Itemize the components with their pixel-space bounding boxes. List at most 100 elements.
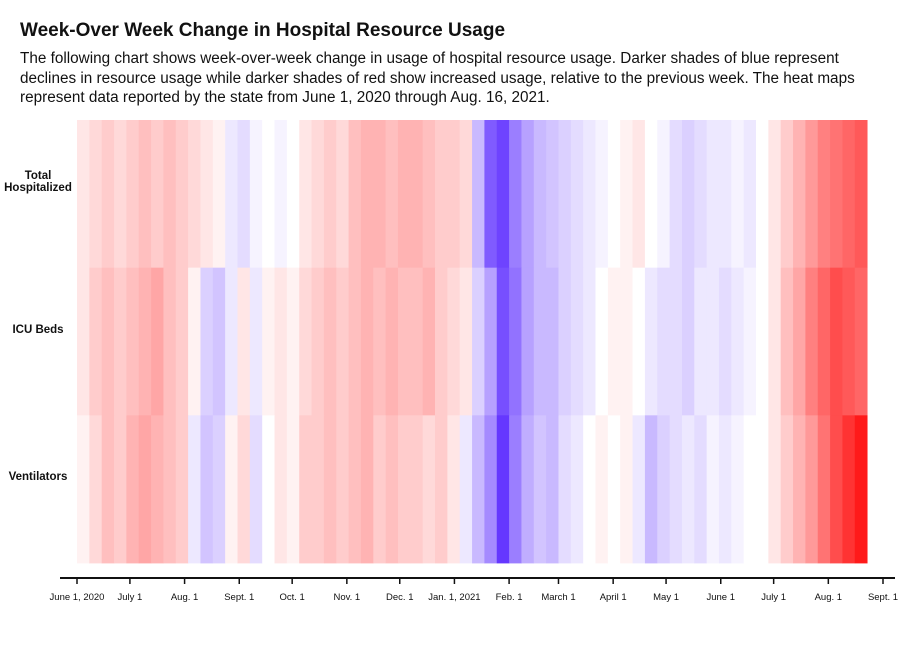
x-tick-label: March 1 bbox=[541, 592, 575, 603]
heat-cell bbox=[200, 415, 214, 564]
x-tick-label: July 1 bbox=[117, 592, 142, 603]
heat-cell bbox=[373, 120, 387, 269]
heat-cell bbox=[151, 415, 164, 564]
heat-cell bbox=[225, 120, 238, 269]
heat-cell bbox=[793, 267, 806, 416]
heat-cell bbox=[756, 120, 769, 269]
heat-cell bbox=[731, 120, 745, 269]
heat-cell bbox=[274, 120, 288, 269]
heat-cell bbox=[447, 267, 461, 416]
heat-cell bbox=[718, 120, 732, 269]
heat-cell bbox=[311, 415, 325, 564]
heat-cell bbox=[842, 120, 856, 269]
heat-cell bbox=[459, 267, 473, 416]
heat-cell bbox=[706, 415, 720, 564]
heat-cell bbox=[89, 120, 103, 269]
heat-cell bbox=[435, 120, 448, 269]
heat-cell bbox=[842, 267, 856, 416]
heat-cell bbox=[842, 415, 856, 564]
heat-cell bbox=[780, 120, 794, 269]
heat-cell bbox=[731, 267, 745, 416]
x-tick-label: Feb. 1 bbox=[496, 592, 523, 603]
heat-cell bbox=[249, 267, 263, 416]
heat-cell bbox=[225, 415, 238, 564]
heat-cell bbox=[681, 415, 695, 564]
heat-cell bbox=[311, 267, 325, 416]
heat-cell bbox=[595, 120, 609, 269]
heat-cell bbox=[472, 267, 485, 416]
heat-cell bbox=[558, 267, 572, 416]
heat-cell bbox=[323, 415, 337, 564]
heat-cell bbox=[681, 267, 695, 416]
heat-cell bbox=[397, 415, 411, 564]
heat-cell bbox=[694, 120, 708, 269]
heat-cell bbox=[175, 415, 189, 564]
heat-cell bbox=[101, 415, 115, 564]
heat-cell bbox=[138, 120, 152, 269]
heat-cell bbox=[756, 415, 769, 564]
heat-cell bbox=[163, 120, 177, 269]
heat-cell bbox=[435, 267, 448, 416]
heat-cell bbox=[546, 267, 559, 416]
heat-cell bbox=[620, 415, 633, 564]
heat-cell bbox=[274, 267, 288, 416]
heat-cell bbox=[718, 267, 732, 416]
heat-cell bbox=[583, 267, 596, 416]
heat-cell bbox=[607, 120, 621, 269]
heat-cell bbox=[77, 120, 90, 269]
heat-cell bbox=[620, 120, 633, 269]
heat-cell bbox=[484, 120, 498, 269]
row-label: ICU Beds bbox=[12, 323, 64, 336]
heat-cell bbox=[509, 267, 522, 416]
heat-cell bbox=[521, 415, 535, 564]
heat-cell bbox=[496, 267, 510, 416]
heat-cell bbox=[830, 267, 843, 416]
heat-cell bbox=[718, 415, 732, 564]
heat-cell bbox=[274, 415, 288, 564]
heat-cell bbox=[101, 120, 115, 269]
heat-cell bbox=[299, 415, 312, 564]
heat-cell bbox=[175, 267, 189, 416]
heat-cell bbox=[694, 267, 708, 416]
heat-cell bbox=[583, 120, 596, 269]
heat-cell bbox=[509, 120, 522, 269]
heat-cell bbox=[854, 267, 868, 416]
heat-cell bbox=[459, 415, 473, 564]
heat-cell bbox=[669, 267, 683, 416]
row-label: Total Hospitalized bbox=[4, 169, 72, 194]
heat-cell bbox=[657, 415, 670, 564]
heat-cell bbox=[188, 267, 201, 416]
heat-cell bbox=[793, 415, 806, 564]
heat-cell bbox=[669, 415, 683, 564]
heat-cell bbox=[422, 267, 436, 416]
heat-cell bbox=[620, 267, 633, 416]
heat-cell bbox=[336, 120, 350, 269]
heat-cell bbox=[496, 415, 510, 564]
heat-cell bbox=[410, 120, 424, 269]
heat-cell bbox=[336, 267, 350, 416]
heat-cell bbox=[644, 120, 658, 269]
heat-cell bbox=[237, 267, 251, 416]
heat-cell bbox=[138, 415, 152, 564]
heat-cell bbox=[385, 415, 399, 564]
heat-cell bbox=[114, 415, 127, 564]
heat-cell bbox=[422, 120, 436, 269]
heat-cell bbox=[138, 267, 152, 416]
heat-cell bbox=[706, 267, 720, 416]
x-tick-label: June 1, 2020 bbox=[50, 592, 105, 603]
heat-cell bbox=[644, 267, 658, 416]
x-tick-label: Sept. 1 bbox=[868, 592, 898, 603]
heat-cell bbox=[163, 267, 177, 416]
x-tick-label: Jan. 1, 2021 bbox=[428, 592, 480, 603]
heat-cell bbox=[212, 120, 226, 269]
x-tick-label: Nov. 1 bbox=[333, 592, 360, 603]
heat-cell bbox=[706, 120, 720, 269]
heat-cell bbox=[410, 267, 424, 416]
heat-cell bbox=[237, 415, 251, 564]
heat-cell bbox=[373, 267, 387, 416]
x-tick-label: July 1 bbox=[761, 592, 786, 603]
heat-cell bbox=[397, 120, 411, 269]
heat-cell bbox=[114, 267, 127, 416]
heat-cell bbox=[509, 415, 522, 564]
